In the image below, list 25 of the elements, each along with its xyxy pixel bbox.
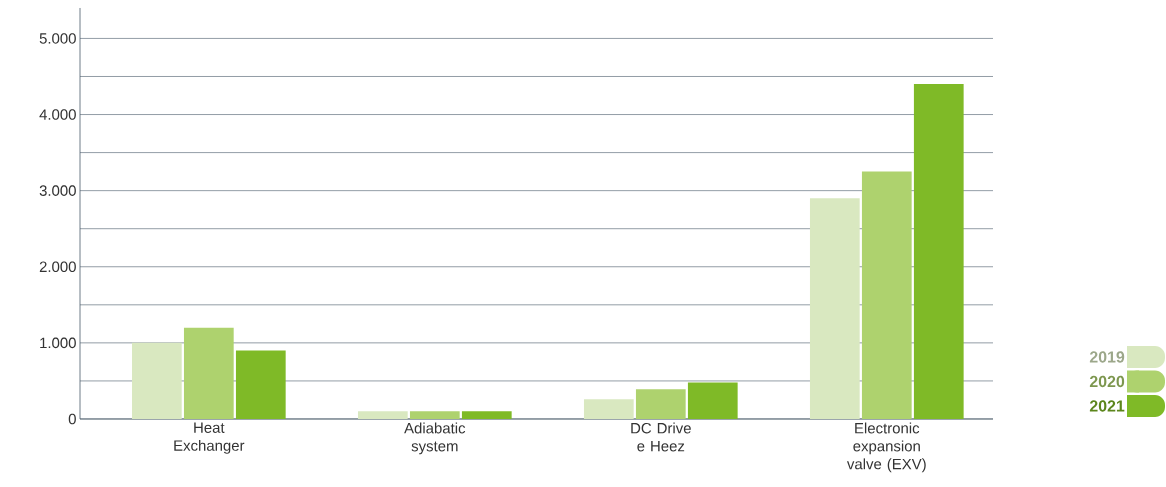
bar — [583, 399, 634, 419]
x-tick-label: Heat Exchanger — [174, 422, 245, 454]
bar — [809, 198, 860, 419]
bar — [409, 411, 460, 419]
y-tick-label: 1.000 — [40, 337, 76, 349]
bar — [635, 389, 686, 419]
x-tick-label: Electronic expansion valve (EXV) — [846, 422, 926, 473]
bar — [235, 350, 286, 419]
y-tick-label: 5.000 — [39, 33, 76, 44]
bar — [183, 327, 234, 419]
bar — [861, 171, 912, 419]
legend-label: 2021 — [1089, 400, 1125, 412]
bar — [357, 411, 408, 419]
bar — [461, 411, 512, 419]
y-tick-label: 4.000 — [39, 109, 76, 120]
y-tick-label: 2.000 — [39, 261, 76, 273]
bar — [913, 84, 964, 419]
legend-label: 2020 — [1089, 375, 1125, 388]
y-tick-label: 0 — [68, 413, 76, 425]
y-tick-label: 3.000 — [39, 185, 76, 196]
x-tick-label: Adiabatic system — [404, 422, 466, 455]
bar — [687, 382, 738, 419]
bar — [131, 342, 182, 419]
legend-label: 2019 — [1089, 351, 1125, 363]
x-tick-label: DC Drive e Heez — [631, 422, 691, 452]
